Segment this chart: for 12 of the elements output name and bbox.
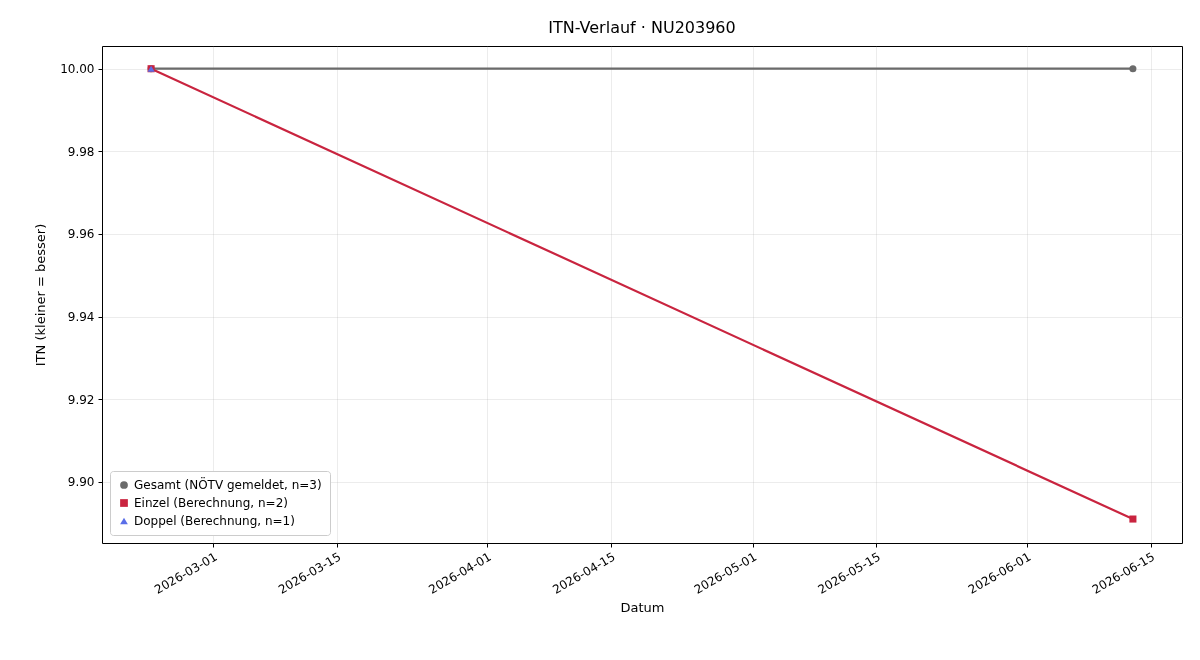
y-tick-label: 9.96 (67, 227, 95, 242)
x-axis-title: Datum (620, 599, 665, 615)
chart-title: ITN-Verlauf · NU203960 (548, 18, 736, 37)
y-axis-title: ITN (kleiner = besser) (33, 223, 49, 367)
legend-label: Doppel (Berechnung, n=1) (134, 514, 295, 528)
legend-label: Einzel (Berechnung, n=2) (134, 496, 288, 510)
y-tick-label: 9.90 (67, 475, 95, 490)
y-tick-label: 9.94 (67, 310, 95, 325)
y-tick-label: 10.00 (60, 62, 95, 77)
y-tick-label: 9.98 (67, 144, 95, 159)
legend-label: Gesamt (NÖTV gemeldet, n=3) (134, 476, 322, 492)
y-tick-label: 9.92 (67, 392, 95, 407)
